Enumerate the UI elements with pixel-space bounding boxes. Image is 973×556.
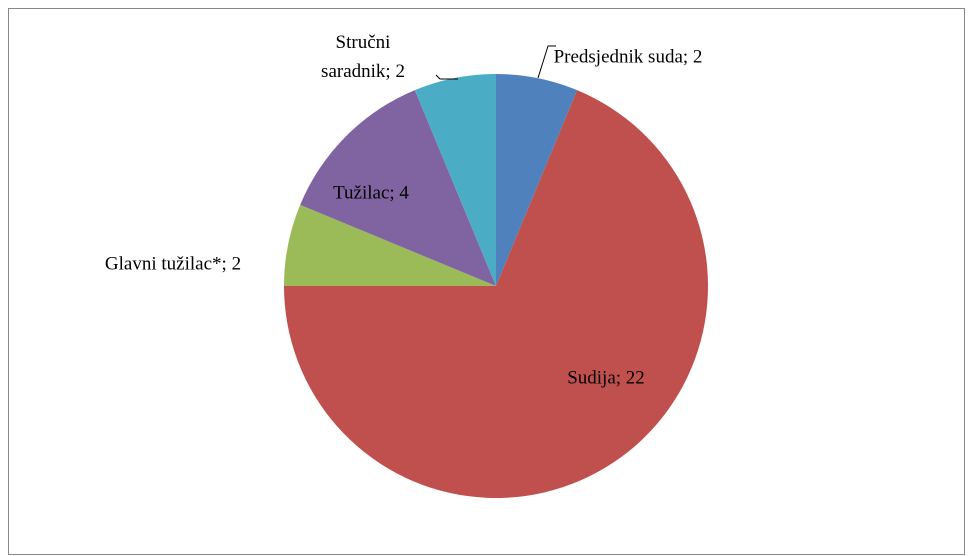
- data-label: Glavni tužilac*; 2: [105, 250, 241, 279]
- data-label: Predsjednik suda; 2: [554, 43, 703, 72]
- data-label: Sudija; 22: [567, 364, 645, 393]
- label-separator: ;: [615, 367, 626, 389]
- leader-line: [435, 74, 458, 80]
- label-value: 2: [395, 61, 405, 82]
- label-value: 4: [399, 182, 409, 204]
- label-category: Predsjednik suda: [553, 46, 683, 68]
- label-separator: ;: [682, 46, 693, 68]
- pie-slice: [284, 204, 496, 286]
- pie-slice: [284, 90, 708, 498]
- data-label: Tužilac; 4: [333, 179, 409, 208]
- pie-slice: [300, 90, 496, 286]
- label-value: 2: [692, 46, 703, 68]
- chart-border: [8, 8, 965, 555]
- label-separator: ;: [221, 253, 232, 275]
- label-separator: ;: [389, 182, 400, 204]
- label-separator: ;: [385, 61, 396, 82]
- data-label: Stručni saradnik; 2: [303, 28, 423, 86]
- slices: [284, 74, 708, 498]
- leader-line: [537, 45, 556, 79]
- label-category: Tužilac: [333, 182, 390, 204]
- label-category: Sudija: [567, 367, 616, 389]
- label-value: 2: [231, 253, 242, 275]
- pie-slice: [414, 74, 496, 286]
- pie-slice: [496, 74, 578, 286]
- label-value: 22: [625, 367, 645, 389]
- label-category: Glavni tužilac*: [104, 253, 222, 275]
- label-category: Stručni saradnik: [321, 32, 391, 82]
